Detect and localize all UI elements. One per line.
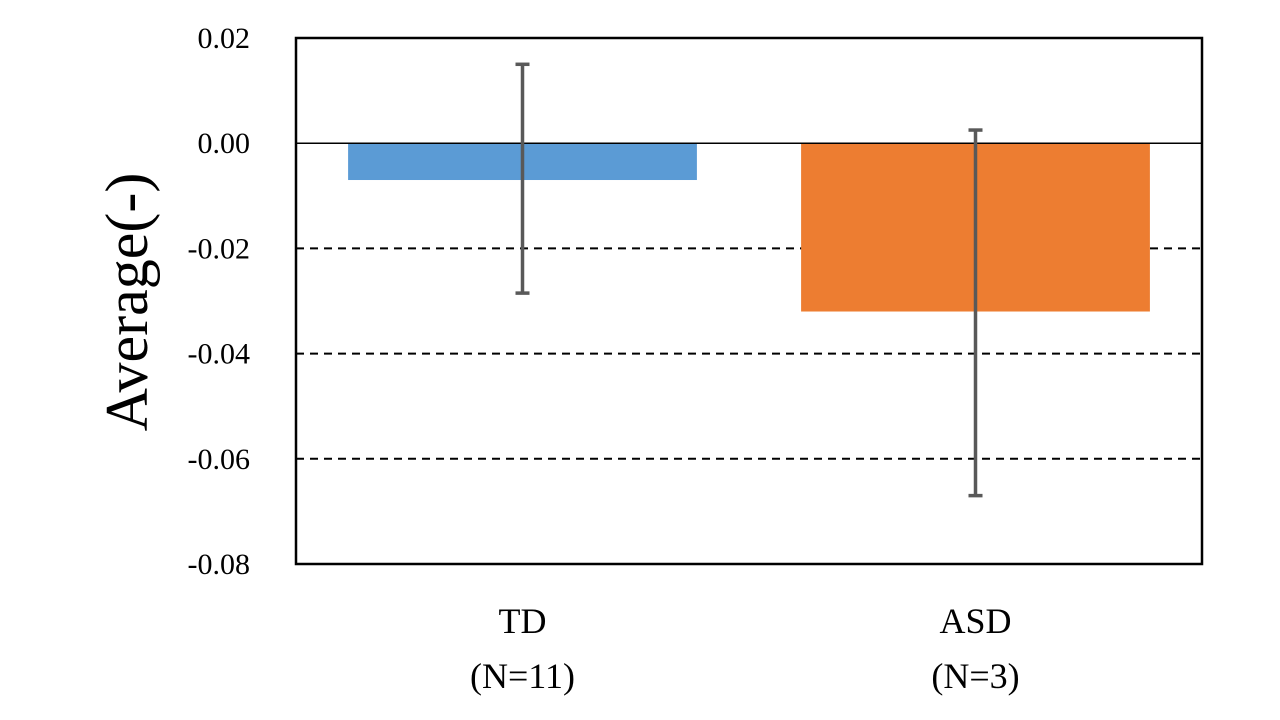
y-tick-label: -0.04 <box>188 338 251 371</box>
category-label: ASD <box>939 601 1011 641</box>
plot-area-frame <box>294 36 1204 566</box>
y-axis-title: Average(-) <box>94 173 160 432</box>
category-label: TD <box>499 601 547 641</box>
y-tick-label: -0.08 <box>188 548 251 581</box>
y-tick-label: -0.06 <box>188 443 251 476</box>
x-axis-category-labels: TD (N=11) ASD (N=3) <box>470 601 1020 696</box>
category-n-label: (N=3) <box>931 656 1019 696</box>
error-bars <box>515 62 983 498</box>
gridlines <box>296 247 1202 460</box>
y-tick-label: 0.00 <box>198 127 251 160</box>
bars <box>348 143 1150 312</box>
error-bar-td <box>515 62 530 295</box>
category-n-label: (N=11) <box>470 656 575 696</box>
error-bar-asd <box>968 128 983 498</box>
y-tick-label: 0.02 <box>198 22 251 55</box>
y-axis-tick-labels: 0.02 0.00 -0.02 -0.04 -0.06 -0.08 <box>188 22 251 581</box>
y-tick-label: -0.02 <box>188 232 251 265</box>
